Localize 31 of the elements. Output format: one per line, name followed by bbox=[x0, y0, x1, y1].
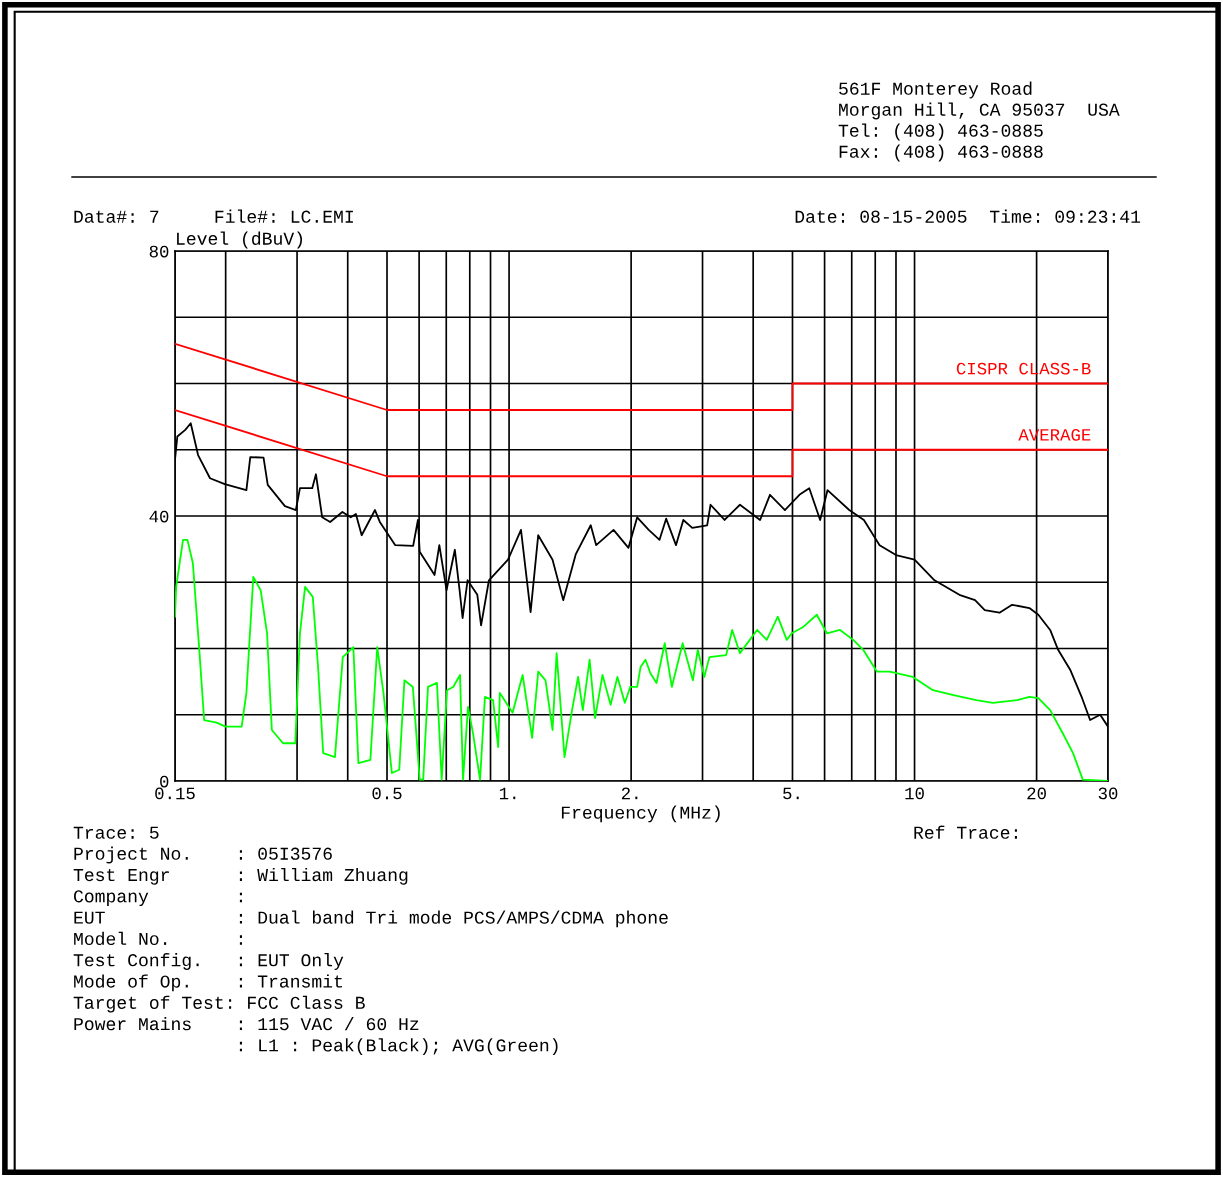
x-tick-label: 0.5 bbox=[372, 787, 402, 800]
x-tick-label: 2. bbox=[621, 787, 638, 800]
text: Morgan Hill, CA 95037 USA bbox=[839, 102, 1120, 120]
y-axis-title: Level (dBuV) bbox=[177, 231, 302, 249]
text: : L1 : Peak(Black); AVG(Green) bbox=[239, 1038, 558, 1056]
text: EUT : Dual band Tri mode PCS/AMPS/CDMA phone bbox=[74, 910, 668, 928]
x-tick-label: 20 bbox=[1027, 787, 1046, 800]
text: Company : bbox=[74, 890, 242, 907]
y-tick-label: 0 bbox=[160, 775, 169, 788]
text: Power Mains : 115 VAC / 60 Hz bbox=[74, 1016, 419, 1031]
text: Tel: (408) 463-0885 bbox=[838, 123, 1043, 141]
y-tick-label: 80 bbox=[149, 245, 169, 258]
text: Test Engr : William Zhuang bbox=[73, 867, 408, 885]
x-tick-label: 1. bbox=[499, 787, 516, 800]
x-axis-title: Frequency (MHz) bbox=[561, 805, 720, 823]
text: Date: 08-15-2005 Time: 09:23:41 bbox=[795, 209, 1141, 223]
text: Project No. : 05I3576 bbox=[74, 846, 332, 864]
text: 561F Monterey Road bbox=[839, 81, 1032, 99]
text: Test Config. : EUT Only bbox=[73, 953, 344, 970]
x-tick-label: 30 bbox=[1098, 787, 1118, 800]
x-tick-label: 10 bbox=[905, 787, 924, 800]
text: Ref Trace: bbox=[914, 825, 1017, 839]
text: Mode of Op. : Transmit bbox=[74, 974, 343, 992]
text: Fax: (408) 463-0888 bbox=[839, 144, 1043, 162]
text: Trace: 5 bbox=[73, 826, 159, 839]
x-tick-label: 0.15 bbox=[155, 787, 195, 800]
text: Data#: 7 File#: LC.EMI bbox=[74, 209, 353, 223]
x-tick-label: 5. bbox=[783, 787, 799, 800]
text: Model No. : bbox=[74, 931, 242, 946]
y-tick-label: 40 bbox=[149, 510, 169, 523]
text: Target of Test: FCC Class B bbox=[73, 995, 365, 1013]
